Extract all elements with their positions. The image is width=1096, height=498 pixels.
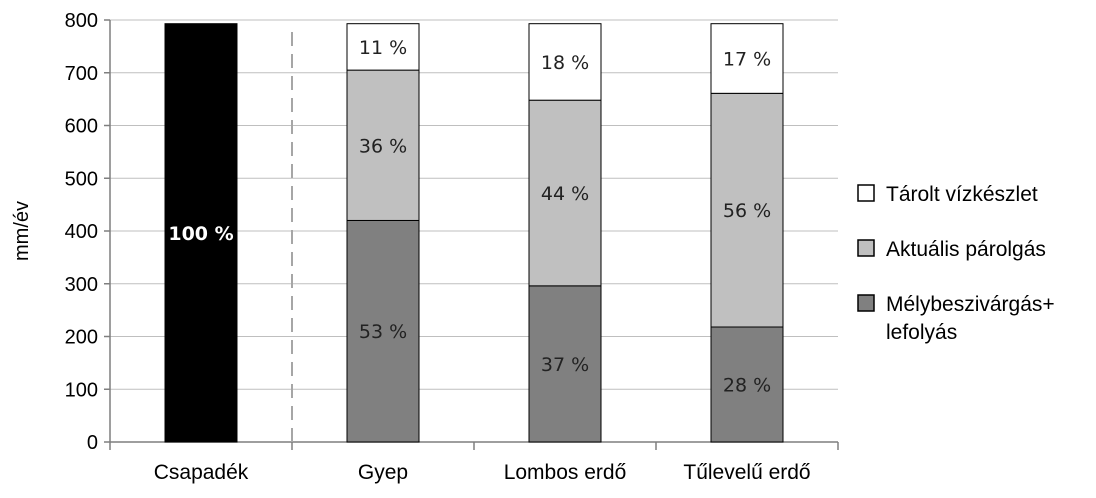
- bars: [164, 23, 784, 443]
- y-tick-label: 600: [65, 116, 98, 138]
- bar-segment: [164, 23, 238, 443]
- bar-data-label: 53 %: [359, 321, 407, 343]
- x-category-label: Lombos erdő: [504, 461, 627, 484]
- bar-segment: [528, 23, 602, 101]
- legend-label: Aktuális párolgás: [886, 238, 1046, 261]
- y-tick-label: 400: [65, 221, 98, 243]
- legend-label: Tárolt vízkészlet: [886, 183, 1038, 206]
- bar-data-label: 56 %: [723, 200, 771, 222]
- data-labels: 53 % 37 % 28 % 36 % 44 % 56 % 11 % 18 % 17 % 100 …: [168, 37, 771, 397]
- bar-segment: [346, 219, 420, 443]
- y-tick-label: 500: [65, 168, 98, 190]
- y-axis-label: mm/év: [11, 201, 33, 261]
- legend-swatch: [857, 184, 875, 202]
- y-tick-label: 700: [65, 63, 98, 85]
- y-tick-label: 800: [65, 10, 98, 32]
- x-category-label: Csapadék: [154, 461, 249, 484]
- y-tick-label: 100: [65, 379, 98, 401]
- x-category-label: Gyep: [358, 461, 408, 484]
- legend: Tárolt vízkészlet Aktuális párolgás Mélybe…: [857, 183, 1055, 344]
- y-tick-label: 200: [65, 327, 98, 349]
- legend-swatch: [857, 294, 875, 312]
- bar-segment: [528, 99, 602, 287]
- legend-label: Mélybeszivárgás+: [886, 293, 1055, 316]
- bar-data-label: 11 %: [359, 37, 407, 59]
- bar-data-label: 100 %: [168, 223, 233, 245]
- bar-segment: [710, 326, 784, 443]
- bar-data-label: 18 %: [541, 52, 589, 74]
- bar-segment: [346, 23, 420, 71]
- bar-segment: [346, 69, 420, 221]
- bar-segment: [710, 23, 784, 94]
- legend-label: lefolyás: [886, 321, 957, 344]
- bar-data-label: 36 %: [359, 135, 407, 157]
- bar-data-label: 17 %: [723, 49, 771, 71]
- bar-data-label: 44 %: [541, 183, 589, 205]
- y-tick-label: 0: [87, 432, 98, 454]
- x-category-label: Tűlevelű erdő: [683, 461, 810, 484]
- legend-swatch: [857, 239, 875, 257]
- bar-segment: [710, 92, 784, 328]
- y-tick-label: 300: [65, 274, 98, 296]
- bar-data-label: 28 %: [723, 375, 771, 397]
- bar-data-label: 37 %: [541, 354, 589, 376]
